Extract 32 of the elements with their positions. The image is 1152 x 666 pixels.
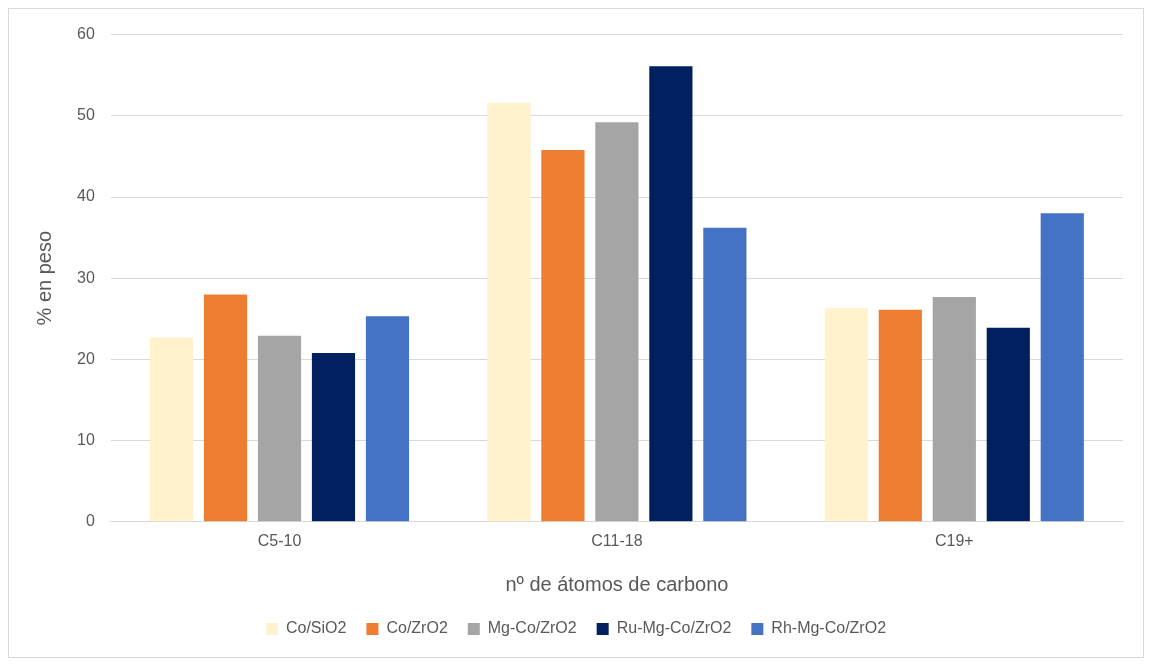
bar (595, 122, 639, 522)
y-tick-label: 40 (77, 187, 95, 205)
bar (311, 352, 356, 522)
bar (824, 308, 868, 522)
bar (257, 335, 302, 522)
x-tick-label: C5-10 (257, 531, 302, 549)
legend-label: Rh-Mg-Co/ZrO2 (771, 619, 887, 637)
legend-label: Mg-Co/ZrO2 (487, 619, 577, 637)
bar (365, 316, 410, 522)
x-tick-label: C11-18 (591, 531, 643, 549)
y-tick-label: 60 (77, 25, 95, 43)
bar (703, 227, 747, 522)
y-axis-title: % en peso (32, 230, 55, 326)
bar (986, 327, 1030, 522)
y-tick-label: 10 (77, 431, 95, 449)
x-axis-title: nº de átomos de carbono (505, 572, 729, 595)
y-tick-label: 30 (77, 268, 95, 286)
y-tick-label: 0 (85, 512, 95, 530)
bar (541, 149, 585, 522)
bar (878, 309, 922, 522)
bar (487, 102, 531, 522)
bar (1040, 213, 1084, 522)
legend-label: Co/SiO2 (285, 619, 347, 637)
x-tick-label: C19+ (934, 531, 974, 549)
y-tick-label: 20 (77, 349, 95, 367)
bar (149, 337, 194, 522)
bar (932, 296, 976, 522)
bar (203, 294, 248, 522)
bar (649, 66, 693, 522)
legend-label: Ru-Mg-Co/ZrO2 (616, 619, 732, 637)
legend-label: Co/ZrO2 (386, 619, 448, 637)
y-tick-label: 50 (77, 106, 95, 124)
